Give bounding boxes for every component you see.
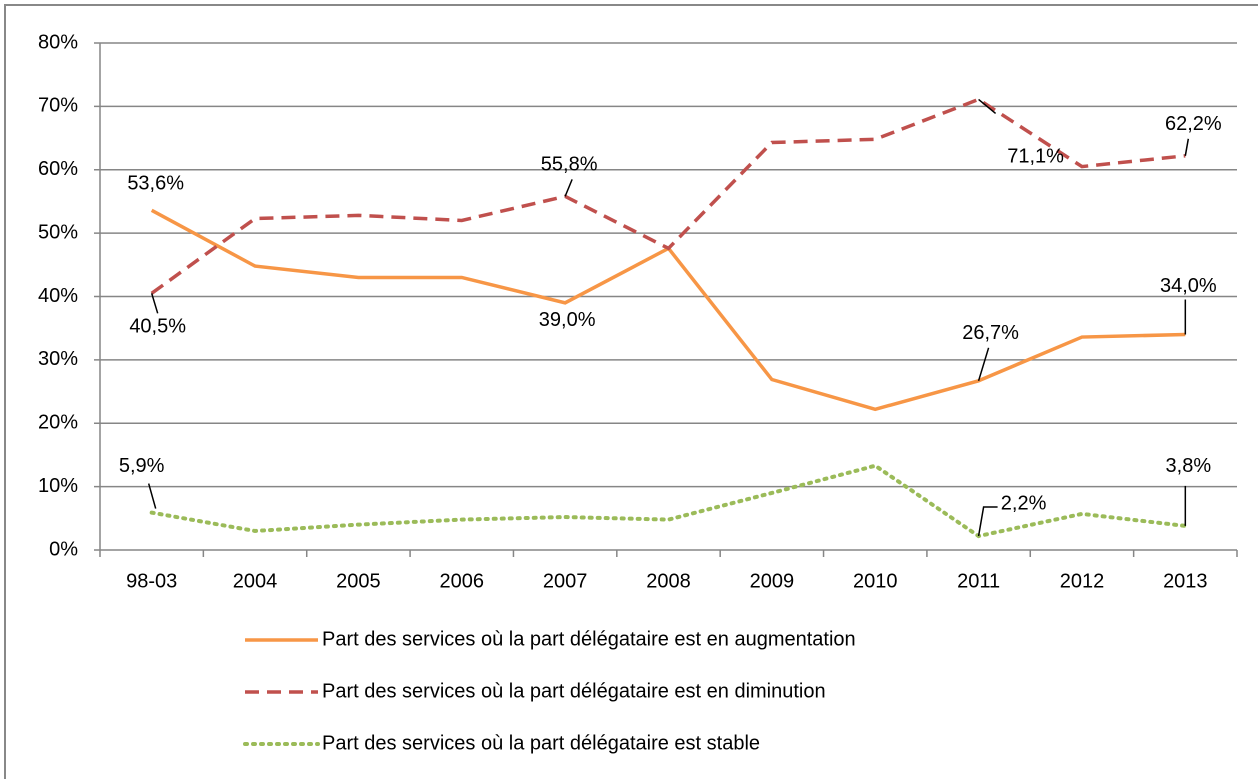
- x-tick-label: 2010: [853, 570, 898, 592]
- x-tick-label: 2008: [646, 570, 691, 592]
- data-label: 34,0%: [1160, 275, 1217, 297]
- series-line: [150, 208, 1186, 412]
- chart-frame: [4, 4, 1258, 779]
- x-tick-label: 98-03: [126, 570, 177, 592]
- y-tick-label: 60%: [38, 158, 78, 180]
- y-tick-label: 10%: [38, 475, 78, 497]
- x-tick-label: 2006: [440, 570, 485, 592]
- label-leader: [977, 347, 990, 382]
- x-tick-label: 2005: [336, 570, 381, 592]
- legend-label: Part des services où la part délégataire…: [322, 680, 826, 702]
- x-tick-label: 2007: [543, 570, 588, 592]
- y-tick-label: 20%: [38, 412, 78, 434]
- x-tick-label: 2004: [233, 570, 278, 592]
- x-tick-label: 2013: [1163, 570, 1208, 592]
- x-tick-label: 2009: [750, 570, 795, 592]
- label-leader: [977, 506, 998, 537]
- series-line: [149, 463, 1188, 539]
- y-tick-label: 30%: [38, 348, 78, 370]
- label-leader: [1184, 138, 1190, 156]
- data-label: 39,0%: [539, 309, 596, 331]
- label-leader: [564, 179, 573, 197]
- x-tick-label: 2011: [957, 570, 1000, 592]
- y-tick-label: 80%: [38, 31, 78, 53]
- series-line: [150, 97, 1186, 295]
- y-tick-label: 40%: [38, 285, 78, 307]
- data-label: 5,9%: [119, 455, 165, 477]
- data-label: 2,2%: [1001, 492, 1047, 514]
- data-label: 55,8%: [541, 154, 598, 176]
- data-label: 3,8%: [1166, 455, 1212, 477]
- data-label: 26,7%: [962, 322, 1019, 344]
- label-leader: [978, 98, 997, 114]
- data-label: 62,2%: [1165, 113, 1222, 135]
- label-leader: [150, 293, 159, 314]
- legend-label: Part des services où la part délégataire…: [322, 628, 856, 650]
- x-tick-label: 2012: [1060, 570, 1105, 592]
- data-label: 40,5%: [129, 316, 186, 338]
- legend-label: Part des services où la part délégataire…: [322, 732, 760, 754]
- y-tick-label: 0%: [49, 538, 78, 560]
- data-label: 71,1%: [1007, 146, 1064, 168]
- y-tick-label: 50%: [38, 221, 78, 243]
- data-label: 53,6%: [127, 173, 184, 195]
- label-leader: [147, 483, 157, 509]
- y-tick-label: 70%: [38, 95, 78, 117]
